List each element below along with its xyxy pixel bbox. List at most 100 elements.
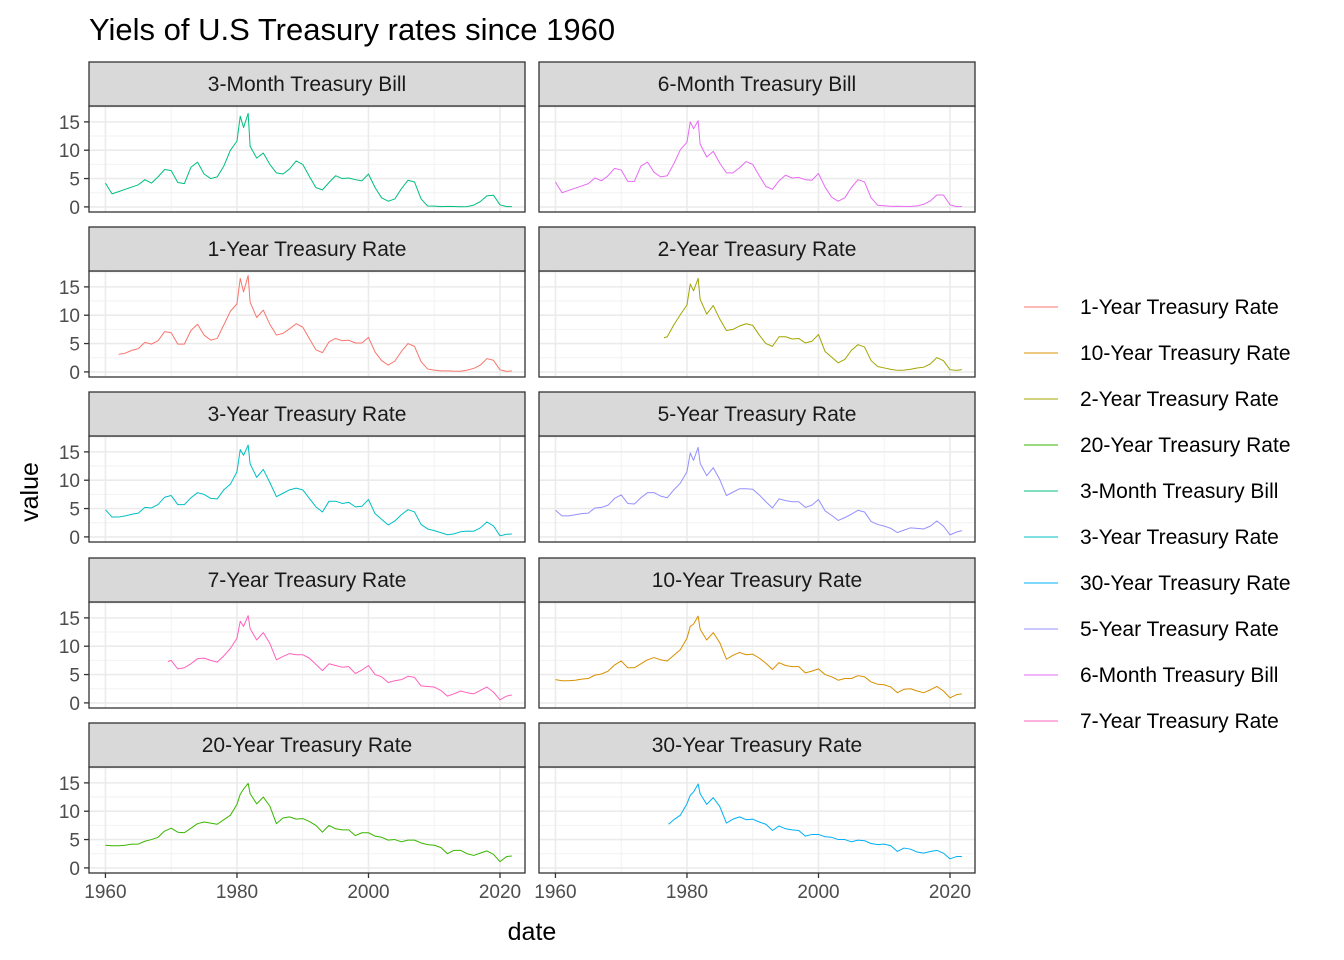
- facet-strip: [538, 391, 976, 437]
- y-tick-label: 10: [59, 637, 80, 658]
- chart-title: Yiels of U.S Treasury rates since 1960: [89, 12, 615, 47]
- facet-panel: 10-Year Treasury Rate: [538, 557, 976, 709]
- series-line: [105, 444, 512, 537]
- facet-strip: [88, 226, 526, 272]
- facet-panels: 3-Month Treasury Bill 0 5 10 15 6-Month Treas…: [59, 61, 976, 903]
- y-tick-label: 0: [69, 363, 80, 384]
- facet-panel: 3-Year Treasury Rate 0 5 10 15: [59, 391, 526, 549]
- facet-panel: 1-Year Treasury Rate 0 5 10 15: [59, 226, 526, 384]
- legend: 1-Year Treasury Rate 10-Year Treasury Rat…: [1024, 296, 1291, 733]
- series-line: [668, 783, 962, 860]
- series-line: [663, 277, 962, 371]
- y-tick-label: 10: [59, 141, 80, 162]
- facet-strip-label: 7-Year Treasury Rate: [208, 569, 407, 592]
- y-tick-label: 5: [69, 170, 80, 191]
- y-tick-label: 15: [59, 609, 80, 630]
- facet-panel: 3-Month Treasury Bill 0 5 10 15: [59, 61, 526, 219]
- series-line: [555, 120, 962, 208]
- y-tick-label: 5: [69, 831, 80, 852]
- facet-panel: 2-Year Treasury Rate: [538, 226, 976, 378]
- legend-item: 20-Year Treasury Rate: [1024, 434, 1291, 457]
- y-tick-label: 15: [59, 278, 80, 299]
- series-line: [118, 275, 512, 372]
- facet-strip: [88, 391, 526, 437]
- x-axis-title: date: [508, 918, 557, 946]
- x-tick-label: 1960: [534, 882, 576, 903]
- x-tick-label: 1960: [84, 882, 126, 903]
- panel-background: [539, 106, 975, 212]
- y-tick-label: 15: [59, 443, 80, 464]
- y-tick-label: 0: [69, 198, 80, 219]
- facet-strip-label: 30-Year Treasury Rate: [652, 734, 863, 757]
- legend-item: 6-Month Treasury Bill: [1024, 664, 1278, 687]
- legend-item: 10-Year Treasury Rate: [1024, 342, 1291, 365]
- legend-item: 5-Year Treasury Rate: [1024, 618, 1279, 641]
- legend-item: 2-Year Treasury Rate: [1024, 388, 1279, 411]
- facet-panel: 6-Month Treasury Bill: [538, 61, 976, 213]
- panel-background: [539, 271, 975, 377]
- facet-strip-label: 10-Year Treasury Rate: [652, 569, 863, 592]
- panel-background: [89, 436, 525, 542]
- facet-strip-label: 3-Year Treasury Rate: [208, 403, 407, 426]
- series-line: [105, 782, 512, 863]
- series-line: [555, 615, 962, 699]
- panel-background: [89, 602, 525, 708]
- panel-background: [89, 271, 525, 377]
- facet-strip: [538, 557, 976, 603]
- legend-item: 3-Year Treasury Rate: [1024, 526, 1279, 549]
- x-tick-label: 1980: [666, 882, 708, 903]
- legend-label: 7-Year Treasury Rate: [1080, 710, 1279, 733]
- series-line: [105, 112, 512, 208]
- legend-item: 3-Month Treasury Bill: [1024, 480, 1278, 503]
- y-tick-label: 15: [59, 113, 80, 134]
- y-axis-title: value: [16, 462, 44, 522]
- legend-label: 5-Year Treasury Rate: [1080, 618, 1279, 641]
- y-tick-label: 0: [69, 859, 80, 880]
- y-tick-label: 10: [59, 802, 80, 823]
- panel-background: [539, 436, 975, 542]
- facet-panel: 5-Year Treasury Rate: [538, 391, 976, 543]
- legend-label: 30-Year Treasury Rate: [1080, 572, 1291, 595]
- facet-strip-label: 20-Year Treasury Rate: [202, 734, 413, 757]
- x-tick-label: 1980: [216, 882, 258, 903]
- series-line: [555, 446, 962, 536]
- facet-strip: [88, 61, 526, 107]
- y-tick-label: 0: [69, 528, 80, 549]
- y-tick-label: 10: [59, 306, 80, 327]
- x-tick-label: 2020: [929, 882, 971, 903]
- y-tick-label: 15: [59, 774, 80, 795]
- legend-label: 3-Year Treasury Rate: [1080, 526, 1279, 549]
- legend-item: 30-Year Treasury Rate: [1024, 572, 1291, 595]
- series-line: [167, 615, 512, 701]
- facet-strip-label: 5-Year Treasury Rate: [658, 403, 857, 426]
- facet-panel: 30-Year Treasury Rate 1960 1980 2000 2020: [534, 722, 976, 903]
- legend-label: 3-Month Treasury Bill: [1080, 480, 1278, 503]
- facet-strip: [538, 226, 976, 272]
- legend-label: 10-Year Treasury Rate: [1080, 342, 1291, 365]
- facet-strip: [88, 557, 526, 603]
- facet-strip: [538, 61, 976, 107]
- y-tick-label: 10: [59, 471, 80, 492]
- x-tick-label: 2000: [347, 882, 389, 903]
- legend-label: 6-Month Treasury Bill: [1080, 664, 1278, 687]
- legend-item: 7-Year Treasury Rate: [1024, 710, 1279, 733]
- facet-strip-label: 2-Year Treasury Rate: [658, 238, 857, 261]
- legend-item: 1-Year Treasury Rate: [1024, 296, 1279, 319]
- legend-label: 1-Year Treasury Rate: [1080, 296, 1279, 319]
- facet-strip: [538, 722, 976, 768]
- x-tick-label: 2020: [479, 882, 521, 903]
- facet-strip-label: 6-Month Treasury Bill: [658, 73, 856, 96]
- panel-background: [539, 767, 975, 873]
- x-tick-label: 2000: [797, 882, 839, 903]
- legend-label: 20-Year Treasury Rate: [1080, 434, 1291, 457]
- y-tick-label: 5: [69, 666, 80, 687]
- panel-background: [89, 106, 525, 212]
- y-tick-label: 5: [69, 335, 80, 356]
- y-tick-label: 5: [69, 500, 80, 521]
- facet-panel: 7-Year Treasury Rate 0 5 10 15: [59, 557, 526, 715]
- facet-strip: [88, 722, 526, 768]
- legend-label: 2-Year Treasury Rate: [1080, 388, 1279, 411]
- facet-strip-label: 1-Year Treasury Rate: [208, 238, 407, 261]
- facet-strip-label: 3-Month Treasury Bill: [208, 73, 406, 96]
